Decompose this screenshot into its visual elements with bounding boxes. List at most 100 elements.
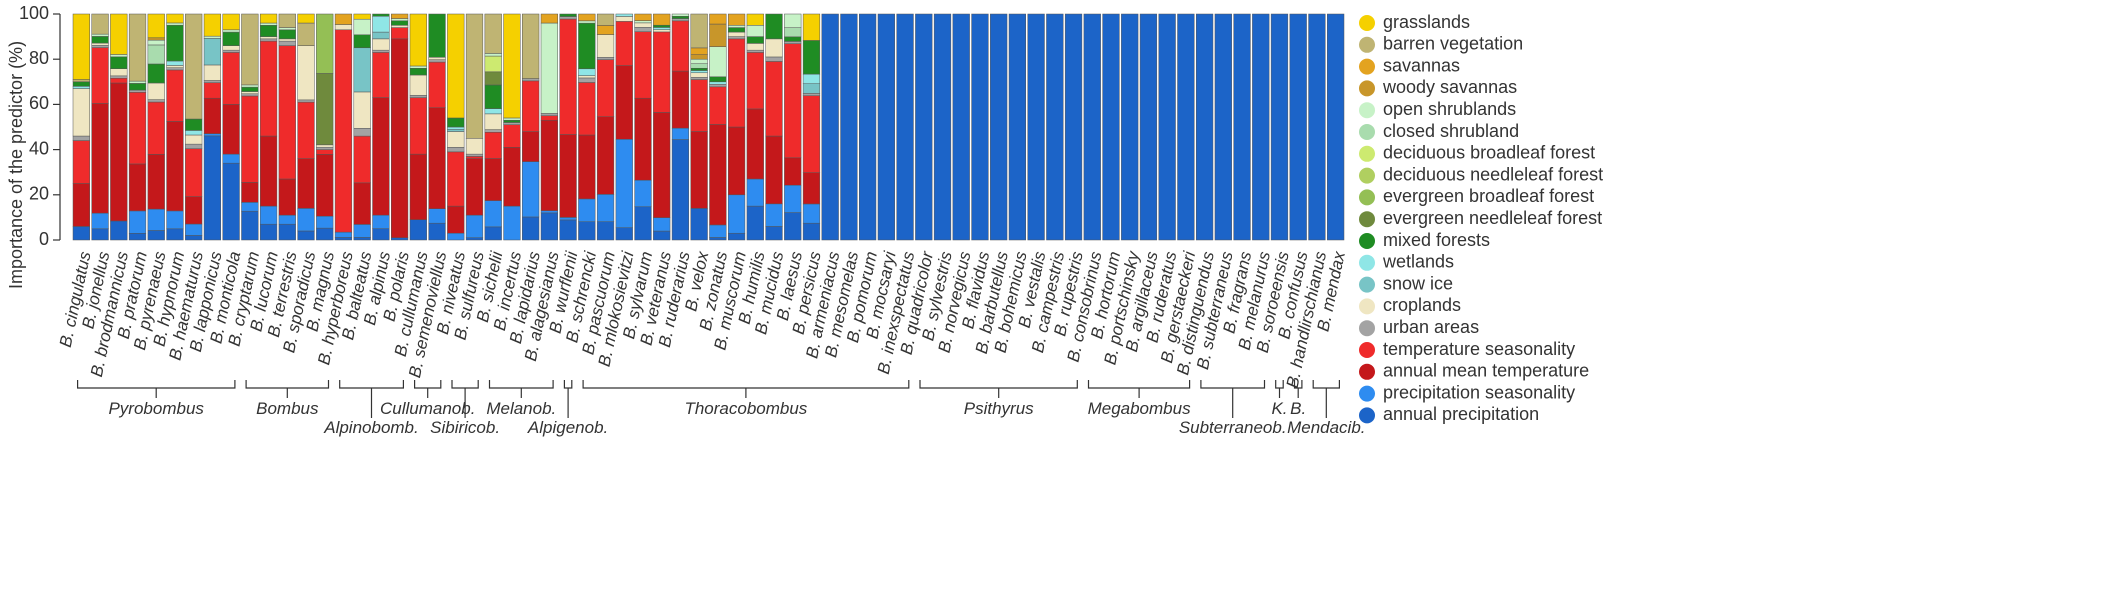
bar-segment-snow-ice [372,31,390,40]
bar-segment-annual-mean-temperature [671,70,690,129]
bar-stack-b-hyperboreus [334,13,353,241]
bar-segment-mixed-forests [353,34,371,49]
legend-label: precipitation seasonality [1383,382,1575,402]
bar-segment-urban-areas [802,93,821,96]
legend-label: annual precipitation [1383,404,1539,424]
bar-stack-b-niveatus [447,13,465,241]
bar-segment-croplands [409,74,427,96]
bar-segment-precipitation-seasonality [596,194,615,222]
bar-segment-wetlands [166,60,184,66]
bar-segment-annual-mean-temperature [784,157,802,186]
bar-segment-croplands [110,68,128,77]
bar-segment-open-shrublands [128,80,147,84]
bar-segment-precipitation-seasonality [746,178,764,207]
bar-segment-annual-precipitation [1327,13,1345,241]
bar-segment-temperature-seasonality [334,29,353,233]
bar-segment-annual-precipitation [1289,13,1307,241]
group-alpinobomb: Alpinobomb. [323,380,419,437]
bar-segment-barren-vegetation [465,13,484,139]
legend-label: annual mean temperature [1383,361,1589,381]
legend-label: woody savannas [1382,77,1517,97]
bar-segment-urban-areas [353,128,371,137]
bar-stack-b-argillaceus [1139,13,1158,241]
bar-segment-annual-mean-temperature [465,158,484,216]
bar-segment-grasslands [353,13,371,20]
bar-segment-grasslands [147,13,165,39]
bar-segment-mixed-forests [185,118,203,131]
bar-stack-b-schrencki [578,13,596,241]
bar-segment-precipitation-seasonality [540,210,558,214]
group-k: K. [1271,380,1288,418]
bar-segment-annual-precipitation [821,13,839,241]
bar-segment-urban-areas [671,18,690,22]
bar-segment-open-shrublands [278,27,296,31]
group-sibiricob: Sibiricob. [430,380,500,437]
bar-stack-b-vestalis [1027,13,1045,241]
bar-stack-b-handlirschianus [1308,13,1326,241]
bar-segment-annual-precipitation [1214,13,1232,241]
bar-segment-annual-precipitation [1046,13,1064,241]
bar-segment-urban-areas [709,84,727,88]
bar-segment-precipitation-seasonality [166,210,184,230]
bar-segment-urban-areas [596,57,615,60]
group-bracket [919,380,1078,389]
bar-segment-annual-precipitation [522,216,540,241]
bar-segment-urban-areas [522,78,540,82]
bar-segment-annual-precipitation [933,13,952,241]
group-bracket [414,380,442,389]
bar-segment-precipitation-seasonality [559,217,577,221]
bar-segment-annual-mean-temperature [259,135,278,207]
legend-swatch [1359,254,1375,271]
bar-segment-open-shrublands [746,25,764,37]
bar-segment-annual-precipitation [802,222,821,241]
bar-segment-open-shrublands [241,84,259,88]
bar-segment-annual-mean-temperature [559,134,577,218]
bar-segment-annual-precipitation [1252,13,1270,241]
legend-swatch [1359,276,1375,293]
bar-segment-mixed-forests [503,119,521,123]
bars [72,13,1345,241]
y-tick-label: 60 [29,93,49,113]
group-thoracobombus: Thoracobombus [582,380,910,418]
bar-segment-temperature-seasonality [241,95,259,183]
bar-segment-urban-areas [278,40,296,46]
bar-segment-annual-precipitation [1233,13,1251,241]
bar-stack-b-cingulatus [72,13,90,241]
bar-segment-annual-precipitation [671,139,690,241]
legend-swatch [1359,233,1375,249]
bar-segment-open-shrublands [391,18,409,22]
bar-stack-b-soroeensis [1270,13,1289,241]
bar-segment-annual-precipitation [166,228,184,241]
legend-item-deciduous-needleleaf-forest: deciduous needleleaf forest [1359,164,1603,184]
bar-segment-wetlands [72,86,90,89]
bar-segment-wetlands [653,27,671,30]
bar-stack-b-haematurus [185,13,203,241]
group-label: Mendacib. [1287,418,1365,437]
bar-stack-b-pyrenaeus [147,13,165,241]
bar-segment-grasslands [259,13,278,24]
bar-stack-b-lapponicus [203,13,222,241]
bar-segment-savannas [334,13,353,25]
bar-segment-precipitation-seasonality [203,133,222,137]
group-melanob: Melanob. [486,380,556,418]
bar-stack-b-fragrans [1233,13,1251,241]
bar-segment-urban-areas [166,67,184,71]
bar-segment-temperature-seasonality [784,43,802,159]
bar-stack-b-velox [690,13,708,241]
legend-item-deciduous-broadleaf-forest: deciduous broadleaf forest [1359,143,1595,163]
bar-segment-precipitation-seasonality [484,200,502,228]
bar-segment-precipitation-seasonality [259,205,278,225]
bar-segment-barren-vegetation [522,13,540,79]
bar-segment-mixed-forests [278,29,296,40]
legend-label: closed shrubland [1383,121,1519,141]
group-label: Sibiricob. [430,418,500,437]
y-tick-label: 100 [19,3,49,23]
group-bracket [1087,380,1191,389]
bar-segment-annual-precipitation [634,206,652,241]
bar-segment-temperature-seasonality [166,69,184,122]
bar-stack-b-armeniacus [821,13,839,241]
bar-segment-annual-precipitation [259,223,278,241]
bar-stack-b-semenoviellus [428,13,446,241]
